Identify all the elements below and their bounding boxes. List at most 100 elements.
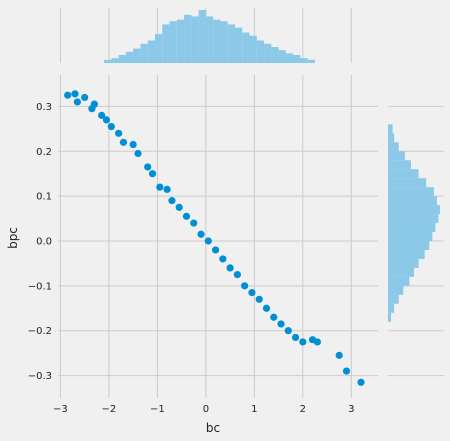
scatter-point: [227, 264, 234, 271]
y-hist-bar: [388, 259, 419, 268]
scatter-point: [64, 92, 71, 99]
y-hist-bar: [388, 205, 440, 214]
x-tick-label: −2: [102, 404, 117, 415]
x-hist-bar: [133, 49, 140, 63]
marginal-x-histogram: [60, 8, 351, 63]
scatter-point: [149, 170, 156, 177]
x-hist-bar: [155, 34, 162, 63]
y-hist-bar: [388, 304, 394, 313]
y-hist-bar: [388, 196, 437, 205]
scatter-plot-area: −3 −2 −1 0 1 2 3 −0.3 −0.2 −0.1 0.0 0.1 0.2 0.3: [28, 75, 378, 415]
x-hist-bar: [250, 36, 257, 63]
y-hist-bar: [388, 250, 425, 259]
x-hist-bar: [300, 58, 307, 63]
y-tick-label: 0.3: [36, 102, 52, 113]
scatter-point: [205, 237, 212, 244]
scatter-point: [144, 163, 151, 170]
scatter-point: [343, 367, 350, 374]
x-tick-label: −1: [150, 404, 165, 415]
x-tick-label: 0: [203, 404, 209, 415]
scatter-point: [190, 219, 197, 226]
y-tick-label: 0.2: [36, 147, 52, 158]
scatter-point: [108, 123, 115, 130]
scatter-point: [299, 338, 306, 345]
y-hist-bar: [388, 232, 432, 241]
x-axis-label: bc: [206, 421, 220, 435]
x-hist-bar: [271, 47, 278, 63]
scatter-point: [120, 139, 127, 146]
x-hist-bar: [206, 16, 213, 63]
y-hist-bar: [388, 241, 429, 250]
x-hist-bar: [191, 16, 198, 63]
x-hist-bar: [235, 28, 242, 63]
x-hist-bar: [170, 21, 177, 63]
scatter-point: [263, 305, 270, 312]
scatter-point: [357, 379, 364, 386]
x-hist-bar: [286, 53, 293, 63]
y-hist-bar: [388, 187, 434, 196]
x-hist-bar: [140, 44, 147, 63]
scatter-point: [285, 327, 292, 334]
x-tick-label: 3: [348, 404, 354, 415]
x-hist-bar: [228, 24, 235, 63]
scatter-point: [71, 90, 78, 97]
scatter-point: [234, 271, 241, 278]
scatter-point: [134, 150, 141, 157]
scatter-point: [103, 116, 110, 123]
x-tick-label: 2: [300, 404, 306, 415]
scatter-point: [292, 334, 299, 341]
x-tick-label: −3: [53, 404, 68, 415]
x-hist-bar: [308, 60, 315, 63]
y-hist-bar: [388, 142, 399, 151]
scatter-point: [74, 98, 81, 105]
x-hist-bar: [213, 20, 220, 63]
x-hist-bar: [119, 55, 126, 63]
x-hist-bar: [199, 10, 206, 63]
y-hist-bar: [388, 133, 394, 142]
y-axis-label: bpc: [6, 227, 20, 249]
scatter-point: [156, 184, 163, 191]
y-hist-bar: [388, 124, 393, 133]
scatter-point: [212, 246, 219, 253]
scatter-point: [241, 282, 248, 289]
x-hist-bar: [279, 50, 286, 63]
x-hist-bar: [177, 20, 184, 63]
scatter-point: [168, 197, 175, 204]
y-hist-bar: [388, 160, 411, 169]
y-hist-bar: [388, 223, 435, 232]
scatter-point: [197, 231, 204, 238]
scatter-point: [81, 94, 88, 101]
scatter-point: [91, 101, 98, 108]
x-hist-bar: [111, 58, 118, 63]
x-tick-label: 1: [251, 404, 257, 415]
scatter-point: [256, 296, 263, 303]
scatter-point: [130, 141, 137, 148]
marginal-y-histogram: [388, 106, 444, 375]
x-hist-bar: [184, 15, 191, 63]
y-hist-bar: [388, 178, 426, 187]
x-hist-bar: [242, 32, 249, 63]
x-hist-bar: [293, 55, 300, 63]
y-tick-label: 0.0: [36, 236, 52, 247]
scatter-point: [115, 130, 122, 137]
y-tick-label: −0.1: [28, 281, 52, 292]
y-hist-bar: [388, 151, 405, 160]
y-tick-label: −0.2: [28, 326, 52, 337]
x-hist-bar: [220, 21, 227, 63]
x-hist-bar: [148, 41, 155, 63]
y-hist-bar: [388, 169, 419, 178]
y-hist-bar: [388, 313, 391, 322]
scatter-point: [336, 352, 343, 359]
y-hist-bar: [388, 268, 414, 277]
y-tick-label: 0.1: [36, 192, 52, 203]
x-hist-bar: [104, 60, 111, 63]
scatter-point: [248, 289, 255, 296]
y-hist-bar: [388, 214, 438, 223]
x-hist-bar: [264, 44, 271, 63]
y-hist-bar: [388, 295, 399, 304]
y-hist-bar: [388, 286, 403, 295]
x-hist-bar: [257, 41, 264, 63]
scatter-point: [176, 204, 183, 211]
scatter-point: [277, 320, 284, 327]
